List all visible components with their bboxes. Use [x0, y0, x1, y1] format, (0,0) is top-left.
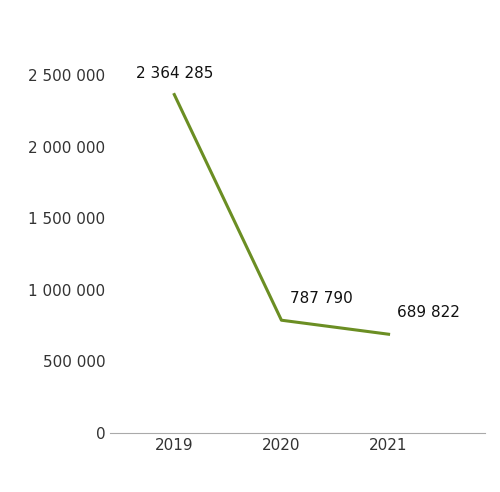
Text: 787 790: 787 790	[290, 291, 352, 307]
Text: 2 364 285: 2 364 285	[136, 65, 213, 81]
Text: 689 822: 689 822	[397, 306, 460, 320]
